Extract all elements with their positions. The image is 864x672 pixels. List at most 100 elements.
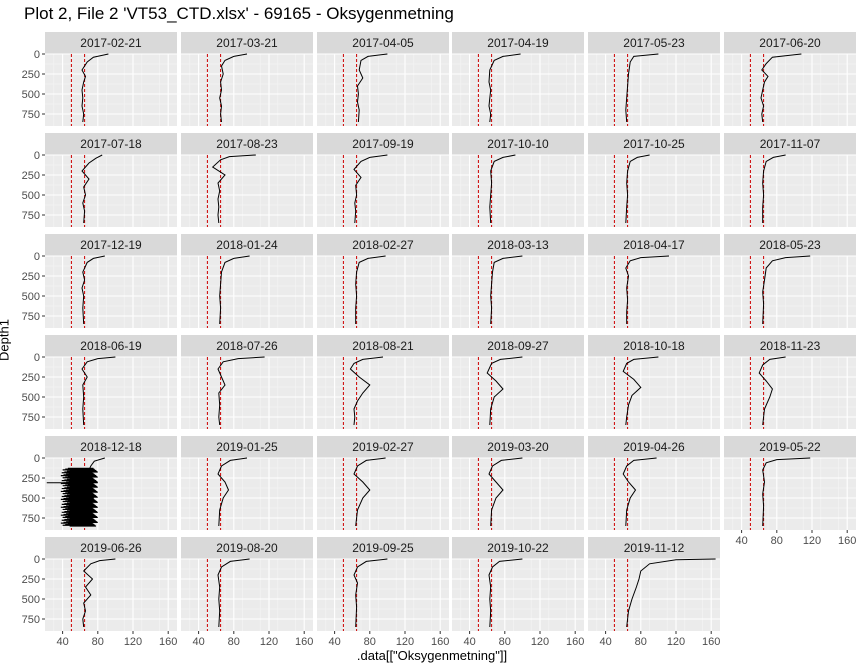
y-tick-label: 500 xyxy=(22,291,40,303)
panel-background xyxy=(724,256,856,328)
profile-line xyxy=(625,154,650,224)
y-tick-label: 250 xyxy=(22,271,40,283)
y-tick-label: 250 xyxy=(22,170,40,182)
facet-strip xyxy=(724,234,856,256)
profile-line xyxy=(488,457,523,527)
panel-background xyxy=(452,256,584,328)
facet-strip-label: 2018-10-18 xyxy=(623,339,685,353)
profile-line xyxy=(81,53,109,123)
facet-strip-label: 2017-10-10 xyxy=(487,137,549,151)
panel-background xyxy=(45,357,177,429)
x-tick-label: 80 xyxy=(635,636,647,648)
facet-strip-label: 2018-05-23 xyxy=(759,238,821,252)
profile-line xyxy=(762,457,811,527)
profile-line xyxy=(81,154,103,224)
y-tick-label: 500 xyxy=(22,392,40,404)
y-tick-label: 750 xyxy=(22,614,40,626)
facet-strip xyxy=(317,335,449,357)
x-tick-label: 120 xyxy=(124,636,142,648)
profile-line xyxy=(626,558,716,628)
profile-line xyxy=(83,457,105,527)
facet-strip xyxy=(317,133,449,155)
panel-background xyxy=(588,54,720,126)
panel-background xyxy=(588,155,720,227)
facet-strip xyxy=(452,436,584,458)
panel-background xyxy=(317,357,449,429)
x-tick-label: 160 xyxy=(295,636,313,648)
x-tick-label: 40 xyxy=(56,636,68,648)
facet-strip-label: 2019-08-20 xyxy=(216,541,278,555)
plot-title: Plot 2, File 2 'VT53_CTD.xlsx' - 69165 -… xyxy=(24,4,454,23)
y-tick-label: 250 xyxy=(22,473,40,485)
facet-strip-label: 2018-07-26 xyxy=(216,339,278,353)
y-tick-label: 250 xyxy=(22,372,40,384)
facet-strip xyxy=(317,436,449,458)
x-tick-label: 40 xyxy=(735,535,747,547)
panel-background xyxy=(724,458,856,530)
facet-strip-label: 2018-02-27 xyxy=(352,238,414,252)
profile-line xyxy=(355,255,386,324)
y-tick-label: 500 xyxy=(22,493,40,505)
facet-strip-label: 2018-09-27 xyxy=(487,339,549,353)
panel-background xyxy=(45,256,177,328)
facet-strip xyxy=(45,537,177,559)
facet-strip xyxy=(724,32,856,54)
panel-background xyxy=(588,458,720,530)
panel-background xyxy=(181,559,313,631)
profile-line xyxy=(81,255,105,325)
profile-line xyxy=(217,356,265,426)
facet-strip-label: 2019-06-26 xyxy=(80,541,142,555)
facet-strip xyxy=(45,335,177,357)
panel-background xyxy=(317,155,449,227)
panel-background xyxy=(724,54,856,126)
x-tick-label: 80 xyxy=(364,636,376,648)
panel-background xyxy=(588,559,720,631)
y-tick-label: 250 xyxy=(22,574,40,586)
y-tick-label: 0 xyxy=(34,150,40,162)
x-tick-label: 80 xyxy=(499,636,511,648)
x-tick-label: 160 xyxy=(566,636,584,648)
y-tick-label: 0 xyxy=(34,352,40,364)
panel-background xyxy=(181,458,313,530)
x-tick-label: 160 xyxy=(838,535,856,547)
x-tick-label: 80 xyxy=(228,636,240,648)
facet-strip-label: 2017-08-23 xyxy=(216,137,278,151)
facet-strip-label: 2018-12-18 xyxy=(80,440,142,454)
panel-background xyxy=(181,357,313,429)
profile-line xyxy=(353,558,388,628)
facet-strip xyxy=(724,335,856,357)
y-tick-label: 250 xyxy=(22,69,40,81)
facet-strip-label: 2019-05-22 xyxy=(759,440,821,454)
facet-strip xyxy=(588,436,720,458)
panel-background xyxy=(452,155,584,227)
facet-strip-label: 2017-12-19 xyxy=(80,238,142,252)
x-tick-label: 120 xyxy=(396,636,414,648)
y-tick-label: 500 xyxy=(22,594,40,606)
facet-strip-label: 2018-08-21 xyxy=(352,339,414,353)
facet-strip-label: 2019-09-25 xyxy=(352,541,414,555)
x-tick-label: 160 xyxy=(702,636,720,648)
facet-strip xyxy=(724,436,856,458)
facet-strip-label: 2019-10-22 xyxy=(487,541,549,555)
y-tick-label: 500 xyxy=(22,190,40,202)
facet-strip-label: 2017-11-07 xyxy=(760,137,821,151)
x-tick-label: 40 xyxy=(328,636,340,648)
profile-line xyxy=(211,154,256,224)
panel-background xyxy=(724,155,856,227)
panel-background xyxy=(452,357,584,429)
y-tick-label: 0 xyxy=(34,554,40,566)
facet-strip-label: 2018-06-19 xyxy=(80,339,142,353)
profile-line xyxy=(762,255,811,325)
facet-strip xyxy=(452,133,584,155)
facet-strip xyxy=(452,32,584,54)
x-tick-label: 40 xyxy=(192,636,204,648)
profile-line xyxy=(82,558,116,628)
x-tick-label: 120 xyxy=(803,535,821,547)
profile-line xyxy=(625,53,659,123)
panel-background xyxy=(317,458,449,530)
facet-strip xyxy=(45,133,177,155)
y-tick-label: 750 xyxy=(22,412,40,424)
facet-strip-label: 2018-01-24 xyxy=(216,238,278,252)
x-tick-label: 160 xyxy=(159,636,177,648)
facet-strip-label: 2017-03-21 xyxy=(216,36,278,50)
